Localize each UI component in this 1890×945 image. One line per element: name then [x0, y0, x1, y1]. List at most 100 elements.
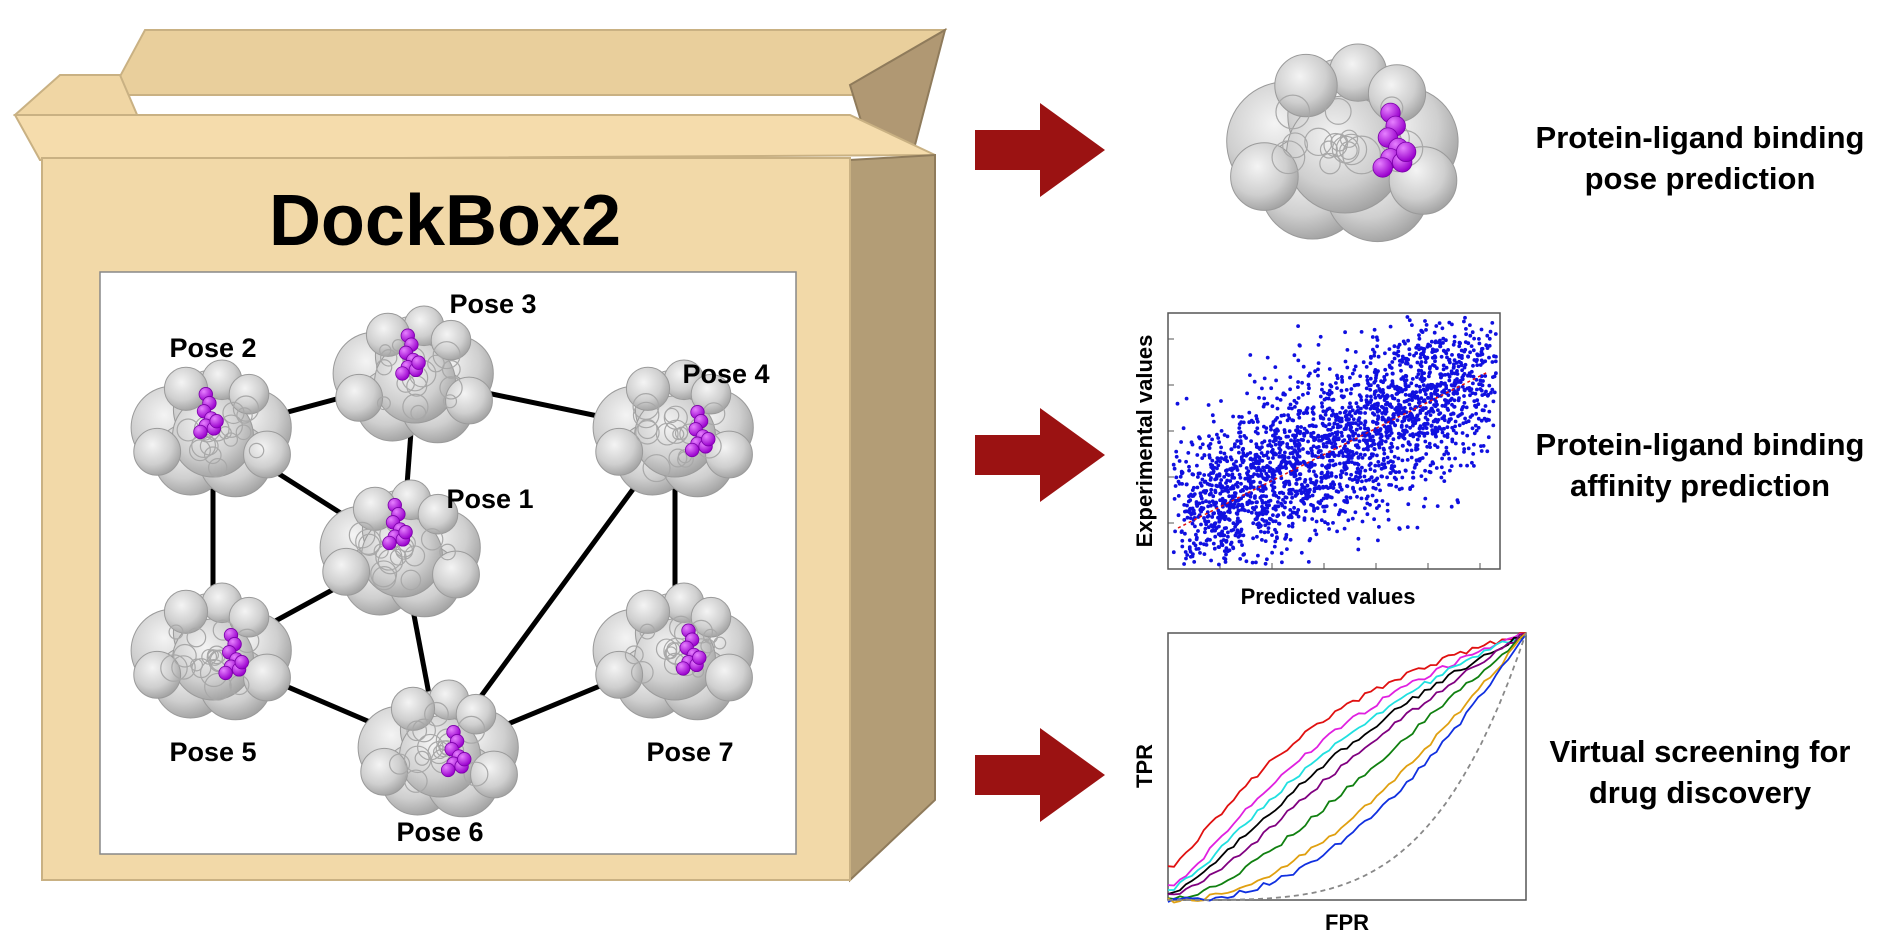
scatter-point — [1480, 346, 1485, 351]
scatter-point — [1188, 516, 1193, 520]
scatter-point — [1423, 319, 1427, 323]
pose3-structure — [332, 305, 494, 444]
scatter-point — [1442, 479, 1447, 483]
scatter-point — [1219, 445, 1223, 450]
scatter-point — [1301, 364, 1306, 369]
scatter-point — [1292, 439, 1297, 443]
scatter-point — [1328, 427, 1333, 432]
scatter-point — [1265, 506, 1270, 510]
scatter-point — [1247, 500, 1252, 505]
scatter-point — [1292, 510, 1296, 515]
scatter-point — [1445, 406, 1450, 411]
scatter-point — [1263, 539, 1268, 543]
scatter-point — [1371, 347, 1375, 352]
scatter-point — [1281, 511, 1286, 515]
scatter-point — [1493, 359, 1498, 364]
pose3-label: Pose 3 — [449, 289, 536, 319]
scatter-point — [1383, 367, 1388, 372]
scatter-point — [1371, 479, 1376, 484]
scatter-point — [1389, 441, 1394, 446]
scatter-point — [1374, 420, 1379, 425]
scatter-point — [1316, 343, 1321, 347]
arrows — [975, 103, 1105, 822]
scatter-point — [1347, 436, 1352, 441]
scatter-point — [1334, 381, 1338, 385]
scatter-point — [1452, 334, 1457, 339]
scatter-point — [1335, 373, 1339, 378]
scatter-point — [1479, 444, 1483, 448]
scatter-point — [1468, 323, 1472, 327]
scatter-point — [1340, 405, 1345, 410]
scatter-point — [1327, 439, 1332, 443]
scatter-point — [1173, 484, 1178, 488]
scatter-point — [1329, 384, 1334, 389]
scatter-point — [1415, 525, 1420, 530]
scatter-point — [1344, 472, 1349, 476]
scatter-point — [1265, 557, 1269, 562]
scatter-point — [1400, 389, 1404, 394]
scatter-point — [1380, 474, 1384, 479]
scatter-point — [1391, 460, 1395, 464]
scatter-point — [1229, 528, 1234, 533]
scatter-point — [1462, 365, 1467, 370]
scatter-point — [1337, 512, 1341, 517]
scatter-point — [1421, 399, 1426, 404]
scatter-point — [1416, 343, 1421, 348]
scatter-point — [1251, 521, 1256, 526]
scatter-point — [1237, 450, 1241, 455]
roc-curve — [1167, 633, 1527, 887]
scatter-point — [1261, 506, 1266, 511]
scatter-point — [1491, 399, 1496, 404]
scatter-point — [1264, 503, 1269, 507]
scatter-point — [1207, 434, 1211, 438]
scatter-point — [1490, 321, 1495, 325]
scatter-point — [1307, 494, 1312, 499]
scatter-point — [1342, 526, 1347, 531]
scatter-point — [1187, 538, 1192, 543]
scatter-point — [1321, 409, 1326, 414]
scatter-point — [1251, 536, 1255, 541]
scatter-point — [1200, 442, 1205, 447]
scatter-point — [1456, 364, 1461, 369]
scatter-point — [1344, 495, 1349, 499]
scatter-point — [1228, 479, 1233, 483]
scatter-point — [1255, 468, 1260, 473]
scatter-point — [1308, 537, 1313, 541]
pose2-label: Pose 2 — [169, 333, 256, 363]
scatter-point — [1414, 432, 1419, 437]
scatter-point — [1304, 488, 1308, 493]
scatter-point — [1282, 480, 1286, 485]
scatter-point — [1197, 435, 1201, 439]
scatter-point — [1470, 330, 1475, 335]
scatter-point — [1479, 449, 1484, 453]
scatter-point — [1445, 432, 1450, 437]
scatter-point — [1172, 466, 1177, 471]
scatter-point — [1428, 370, 1432, 375]
scatter-point — [1313, 473, 1318, 477]
scatter-point — [1248, 451, 1253, 455]
scatter-point — [1331, 486, 1336, 490]
scatter-point — [1442, 471, 1446, 475]
pose1-structure — [319, 479, 481, 618]
scatter-point — [1426, 342, 1431, 347]
scatter-point — [1296, 396, 1301, 400]
scatter-point — [1286, 455, 1291, 460]
scatter-point — [1452, 339, 1457, 344]
scatter-point — [1243, 476, 1248, 481]
scatter-point — [1385, 475, 1389, 480]
scatter-point — [1374, 432, 1379, 436]
scatter-point — [1376, 538, 1380, 543]
scatter-point — [1182, 518, 1187, 522]
scatter-point — [1203, 526, 1208, 531]
scatter-point — [1260, 386, 1264, 391]
scatter-point — [1433, 404, 1438, 409]
scatter-point — [1329, 473, 1334, 478]
scatter-point — [1254, 445, 1259, 449]
scatter-point — [1380, 462, 1385, 467]
scatter-point — [1282, 454, 1287, 459]
scatter-point — [1198, 481, 1203, 486]
scatter-point — [1224, 546, 1229, 551]
scatter-point — [1441, 336, 1446, 341]
scatter-point — [1401, 339, 1406, 344]
scatter-point — [1270, 475, 1274, 479]
